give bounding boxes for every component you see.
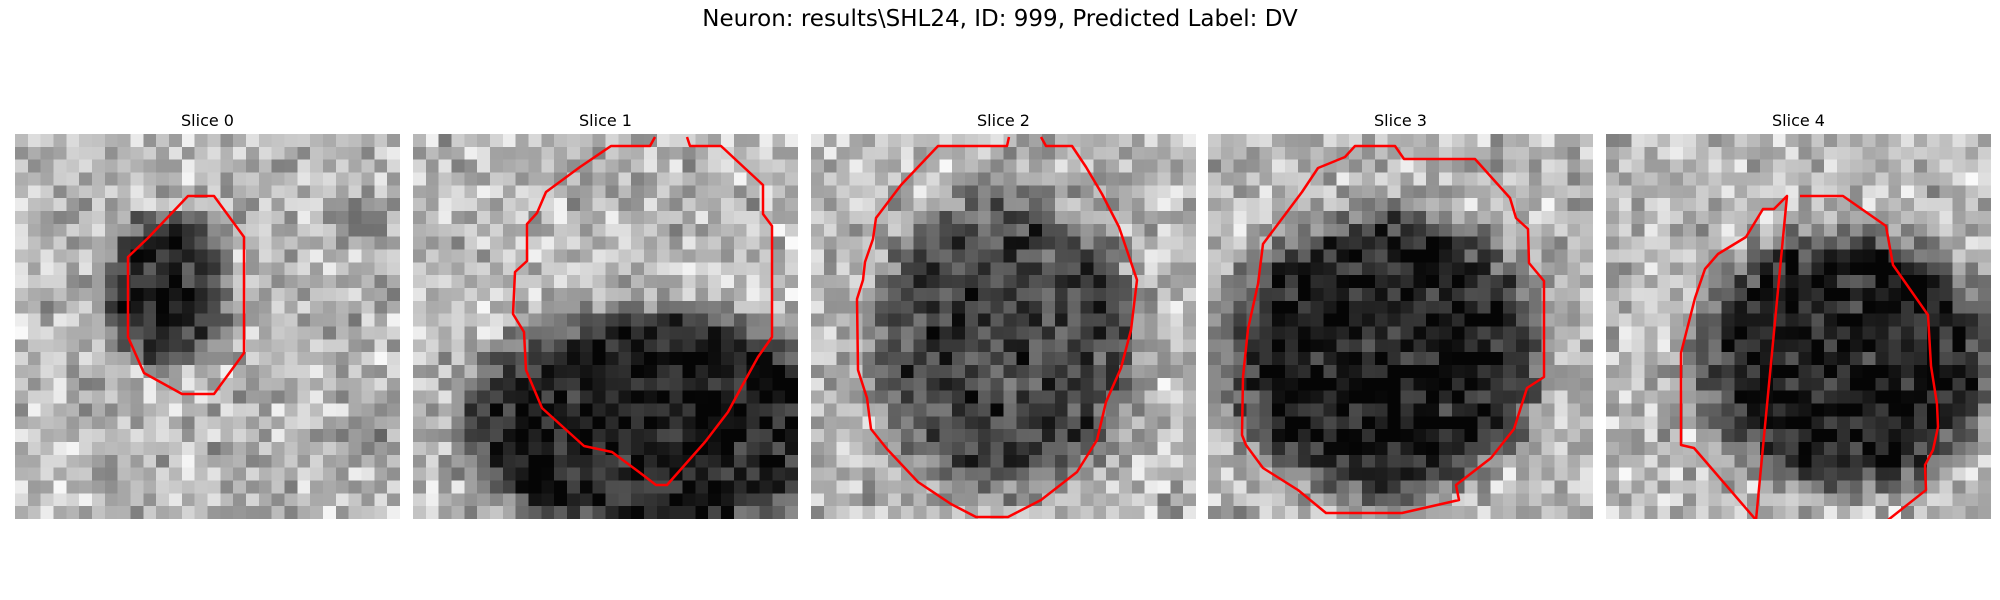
- slice-title-4: Slice 4: [1772, 111, 1825, 130]
- slice-panel-4: Slice 4: [1606, 108, 1991, 519]
- slice-panel-3: Slice 3: [1208, 108, 1593, 519]
- slice-image-4: [1606, 134, 1991, 519]
- contour-overlay-1: [511, 136, 774, 487]
- slice-image-2: [811, 134, 1196, 519]
- contour-overlay-3: [1240, 144, 1546, 515]
- microscopy-slice-1: [413, 134, 798, 519]
- slice-title-3: Slice 3: [1374, 111, 1427, 130]
- slice-title-1: Slice 1: [579, 111, 632, 130]
- slice-image-0: [15, 134, 400, 519]
- contour-overlay-4: [1679, 194, 1940, 519]
- contour-overlay-0: [126, 194, 246, 396]
- slice-image-1: [413, 134, 798, 519]
- microscopy-slice-0: [15, 134, 400, 519]
- slice-panel-0: Slice 0: [15, 108, 400, 519]
- microscopy-slice-4: [1606, 134, 1991, 519]
- slice-title-0: Slice 0: [181, 111, 234, 130]
- neuron-contour-0: [126, 194, 246, 396]
- neuron-contour-4: [1679, 194, 1940, 519]
- slice-title-2: Slice 2: [977, 111, 1030, 130]
- slice-image-3: [1208, 134, 1593, 519]
- microscopy-slice-3: [1208, 134, 1593, 519]
- slice-panel-2: Slice 2: [811, 108, 1196, 519]
- neuron-contour-1: [511, 136, 774, 487]
- slice-panel-1: Slice 1: [413, 108, 798, 519]
- neuron-contour-2: [855, 136, 1139, 519]
- contour-overlay-2: [855, 136, 1139, 519]
- figure-title: Neuron: results\SHL24, ID: 999, Predicte…: [702, 6, 1298, 32]
- neuron-contour-3: [1240, 144, 1546, 515]
